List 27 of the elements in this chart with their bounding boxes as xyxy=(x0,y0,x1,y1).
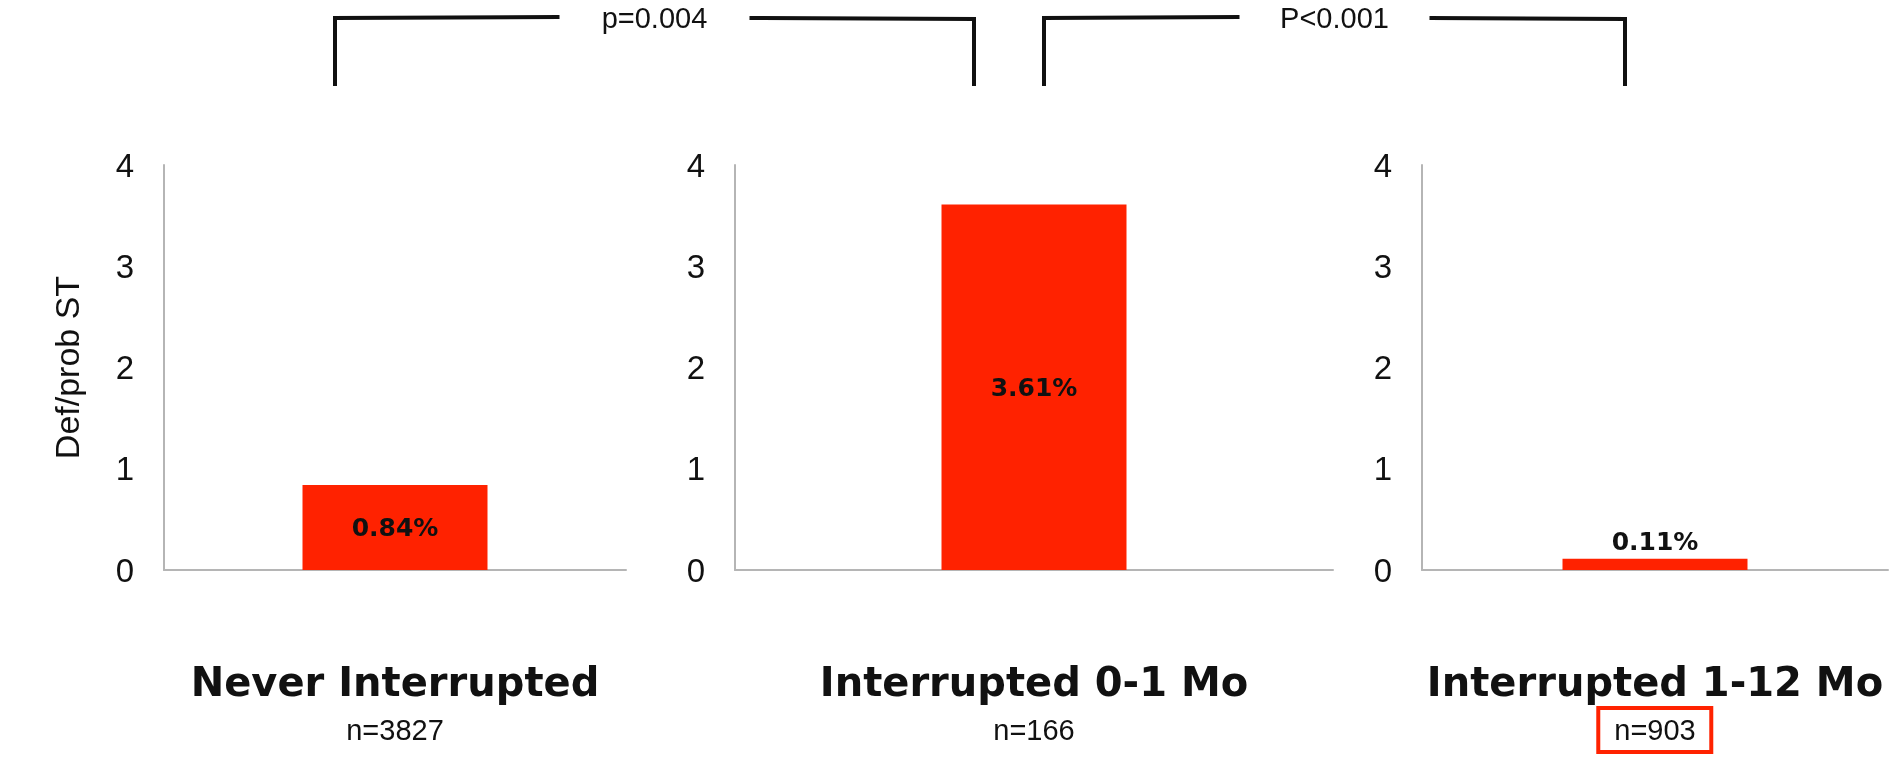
y-tick-label: 4 xyxy=(686,146,705,184)
y-tick-label: 4 xyxy=(1373,146,1392,184)
text: n=3827 xyxy=(345,713,445,748)
y-tick-label: 3 xyxy=(1373,247,1392,285)
y-tick-label: 3 xyxy=(115,247,134,285)
y-tick-label: 4 xyxy=(115,146,134,184)
y-tick-label: 1 xyxy=(1373,450,1392,488)
x-axis-title: Interrupted 1-12 Mo xyxy=(1426,659,1884,705)
text: p=0.004 xyxy=(601,2,708,34)
y-tick-label: 0 xyxy=(1373,551,1392,589)
text: P<0.001 xyxy=(1280,2,1389,34)
y-tick-label: 0 xyxy=(686,551,705,589)
y-tick-label: 2 xyxy=(1373,349,1392,386)
y-tick-label: 2 xyxy=(686,349,705,386)
x-axis-title: Interrupted 0-1 Mo xyxy=(819,659,1249,705)
outline-box: n=903 xyxy=(1596,706,1714,754)
y-tick-label: 0 xyxy=(115,551,134,589)
y-axis-title: Def/prob ST xyxy=(48,275,86,460)
data-label: 0.84% xyxy=(351,512,439,542)
text: n=166 xyxy=(992,713,1076,748)
y-tick-label: 3 xyxy=(686,247,705,285)
y-tick-label: 2 xyxy=(115,349,134,386)
data-label: 3.61% xyxy=(990,372,1078,402)
x-axis-title: Never Interrupted xyxy=(190,659,600,705)
y-tick-label: 1 xyxy=(686,450,705,488)
y-tick-label: 1 xyxy=(115,450,134,488)
data-label: 0.11% xyxy=(1611,526,1699,556)
